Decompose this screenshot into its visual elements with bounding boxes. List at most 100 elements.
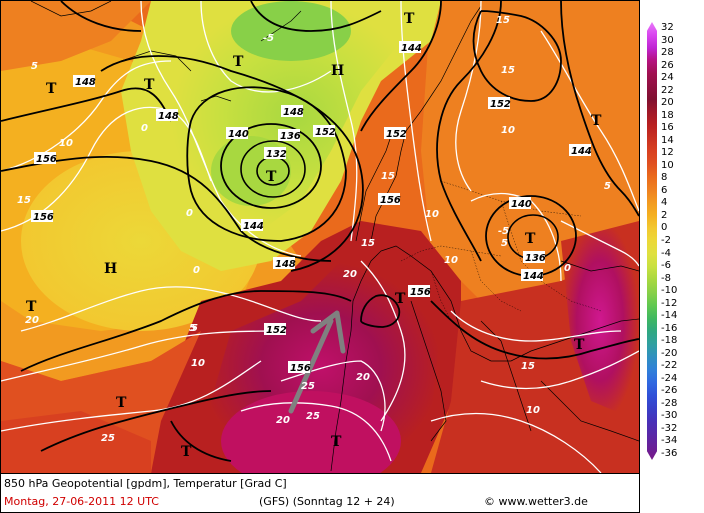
high-center-marker: H <box>104 261 117 277</box>
low-center-marker: T <box>266 169 277 185</box>
low-center-marker: T <box>591 113 602 129</box>
svg-text:5: 5 <box>191 323 198 334</box>
legend-label: -16 <box>661 322 678 334</box>
legend-label: 4 <box>661 197 668 209</box>
legend-label: 30 <box>661 34 674 46</box>
svg-text:15: 15 <box>501 65 515 76</box>
legend-label: -6 <box>661 260 671 272</box>
weather-map: H H T T T T T T T T T T T T T 144 148 15… <box>0 0 640 474</box>
svg-text:5: 5 <box>189 323 196 334</box>
svg-text:5: 5 <box>604 181 611 192</box>
map-title: 850 hPa Geopotential [gpdm], Temperatur … <box>4 477 287 490</box>
legend-label: -8 <box>661 272 671 284</box>
legend-label: 8 <box>661 172 668 184</box>
svg-text:144: 144 <box>571 146 592 157</box>
legend-label: -36 <box>661 447 678 459</box>
legend-label: 24 <box>661 72 674 84</box>
svg-text:25: 25 <box>306 411 320 422</box>
svg-text:20: 20 <box>25 315 39 326</box>
annotation-arrow <box>288 310 346 414</box>
svg-text:15: 15 <box>381 171 395 182</box>
svg-text:20: 20 <box>276 415 290 426</box>
legend-label: -12 <box>661 297 678 309</box>
low-center-marker: T <box>525 231 536 247</box>
svg-text:156: 156 <box>380 195 401 206</box>
legend-label: 16 <box>661 122 674 134</box>
svg-text:0: 0 <box>141 123 148 134</box>
legend-label: -34 <box>661 435 678 447</box>
pressure-centers: H H T T T T T T T T T T T T T <box>26 11 602 460</box>
low-center-marker: T <box>395 291 406 307</box>
svg-text:0: 0 <box>564 263 571 274</box>
legend-label: 32 <box>661 22 674 34</box>
svg-text:10: 10 <box>501 125 515 136</box>
svg-text:156: 156 <box>33 212 54 223</box>
high-center-marker: H <box>331 63 344 79</box>
svg-text:140: 140 <box>511 199 532 210</box>
low-center-marker: T <box>144 77 155 93</box>
legend-label: -2 <box>661 235 671 246</box>
geopotential-contours <box>1 1 639 462</box>
legend-label: -30 <box>661 410 678 422</box>
svg-text:20: 20 <box>356 372 370 383</box>
legend-label: -14 <box>661 310 678 322</box>
svg-text:148: 148 <box>158 111 179 122</box>
legend-label: -24 <box>661 372 678 384</box>
svg-text:10: 10 <box>444 255 458 266</box>
svg-text:152: 152 <box>315 127 336 138</box>
svg-text:5: 5 <box>31 61 38 72</box>
site-credit: © www.wetter3.de <box>484 495 588 508</box>
legend-label: -18 <box>661 335 678 347</box>
legend-label: 10 <box>661 159 674 171</box>
svg-text:15: 15 <box>496 15 510 26</box>
site-url[interactable]: www.wetter3.de <box>498 495 588 508</box>
svg-text:15: 15 <box>17 195 31 206</box>
svg-text:0: 0 <box>186 208 193 219</box>
legend-label: 28 <box>661 47 674 59</box>
svg-text:10: 10 <box>526 405 540 416</box>
legend-label: 2 <box>661 209 668 221</box>
svg-text:15: 15 <box>521 361 535 372</box>
map-date: Montag, 27-06-2011 12 UTC <box>4 495 159 508</box>
legend-label: 20 <box>661 97 674 109</box>
legend-label: 22 <box>661 84 674 96</box>
legend-label: -26 <box>661 385 678 397</box>
svg-text:156: 156 <box>36 154 57 165</box>
svg-text:136: 136 <box>525 253 546 264</box>
legend-label: 12 <box>661 147 674 159</box>
svg-text:10: 10 <box>191 358 205 369</box>
svg-text:144: 144 <box>243 221 264 232</box>
legend-label: -22 <box>661 360 678 372</box>
svg-text:0: 0 <box>193 265 200 276</box>
svg-text:5: 5 <box>501 238 508 249</box>
svg-text:152: 152 <box>266 325 287 336</box>
svg-text:148: 148 <box>75 77 96 88</box>
low-center-marker: T <box>46 81 57 97</box>
svg-text:156: 156 <box>290 363 311 374</box>
low-center-marker: T <box>233 54 244 70</box>
model-info: (GFS) (Sonntag 12 + 24) <box>259 495 395 508</box>
svg-text:15: 15 <box>361 238 375 249</box>
isotherms <box>1 1 639 473</box>
legend-label: -28 <box>661 397 678 409</box>
legend-label: 14 <box>661 134 674 146</box>
low-center-marker: T <box>331 434 342 450</box>
legend-label: 6 <box>661 184 668 196</box>
geopotential-labels: 144 148 152 156 140 136 132 144 148 152 … <box>31 41 592 374</box>
map-footer: 850 hPa Geopotential [gpdm], Temperatur … <box>0 474 640 513</box>
legend-color-bar <box>647 22 657 460</box>
legend-label: -20 <box>661 347 678 359</box>
svg-text:-5: -5 <box>263 33 274 44</box>
svg-text:144: 144 <box>523 271 544 282</box>
svg-text:152: 152 <box>490 99 511 110</box>
svg-text:156: 156 <box>410 287 431 298</box>
legend-label: 26 <box>661 59 674 71</box>
svg-text:25: 25 <box>101 433 115 444</box>
svg-text:136: 136 <box>280 131 301 142</box>
svg-text:10: 10 <box>59 138 73 149</box>
legend-label: -4 <box>661 247 671 259</box>
legend-label: 18 <box>661 109 674 121</box>
legend-label: -10 <box>661 285 678 297</box>
low-center-marker: T <box>574 337 585 353</box>
svg-text:25: 25 <box>301 381 315 392</box>
